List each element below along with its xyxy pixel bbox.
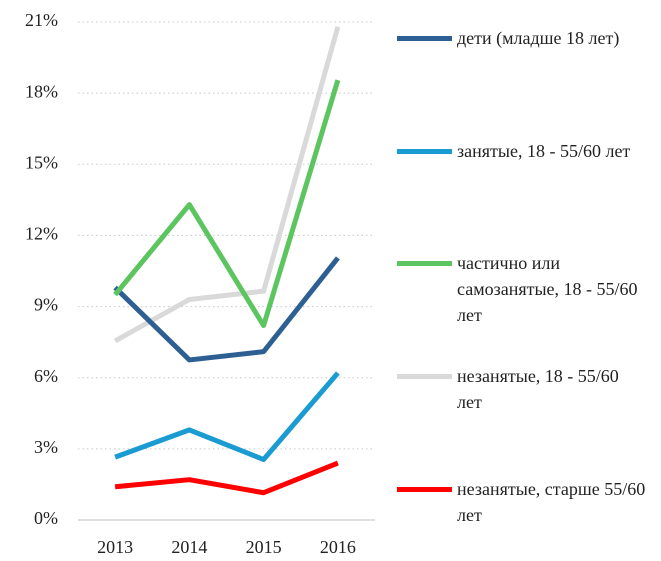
y-tick-label: 12%	[25, 224, 58, 244]
y-tick-label: 9%	[34, 295, 58, 315]
legend-label: дети (младше 18 лет)	[457, 28, 620, 48]
y-tick-label: 18%	[25, 81, 58, 101]
y-tick-label: 21%	[25, 10, 58, 30]
legend-swatch	[397, 36, 452, 41]
x-tick-label: 2014	[171, 537, 207, 557]
legend-label: незанятые, 18 - 55/60 лет	[457, 366, 619, 412]
y-tick-label: 15%	[25, 152, 58, 172]
y-tick-label: 6%	[34, 366, 58, 386]
legend-item: частично или самозанятые, 18 - 55/60 лет	[397, 250, 657, 328]
series-line	[114, 371, 340, 463]
legend-swatch	[397, 149, 452, 154]
legend-label: частично или самозанятые, 18 - 55/60 лет	[457, 253, 638, 325]
x-tick-label: 2013	[97, 537, 133, 557]
legend-swatch	[397, 261, 452, 266]
x-tick-label: 2016	[320, 537, 356, 557]
series-line	[114, 460, 339, 496]
legend-swatch	[397, 487, 452, 492]
legend-item: незанятые, старше 55/60 лет	[397, 476, 657, 528]
legend-item: занятые, 18 - 55/60 лет	[397, 138, 657, 164]
legend-item: незанятые, 18 - 55/60 лет	[397, 363, 657, 415]
legend-swatch	[397, 374, 452, 379]
y-tick-label: 0%	[34, 508, 58, 528]
legend-item: дети (младше 18 лет)	[397, 25, 657, 51]
legend-label: незанятые, старше 55/60 лет	[457, 479, 646, 525]
x-tick-label: 2015	[246, 537, 282, 557]
series-line	[113, 26, 341, 344]
legend-label: занятые, 18 - 55/60 лет	[457, 141, 631, 161]
series-line	[113, 256, 340, 363]
y-tick-label: 3%	[34, 437, 58, 457]
series-line	[113, 79, 341, 329]
